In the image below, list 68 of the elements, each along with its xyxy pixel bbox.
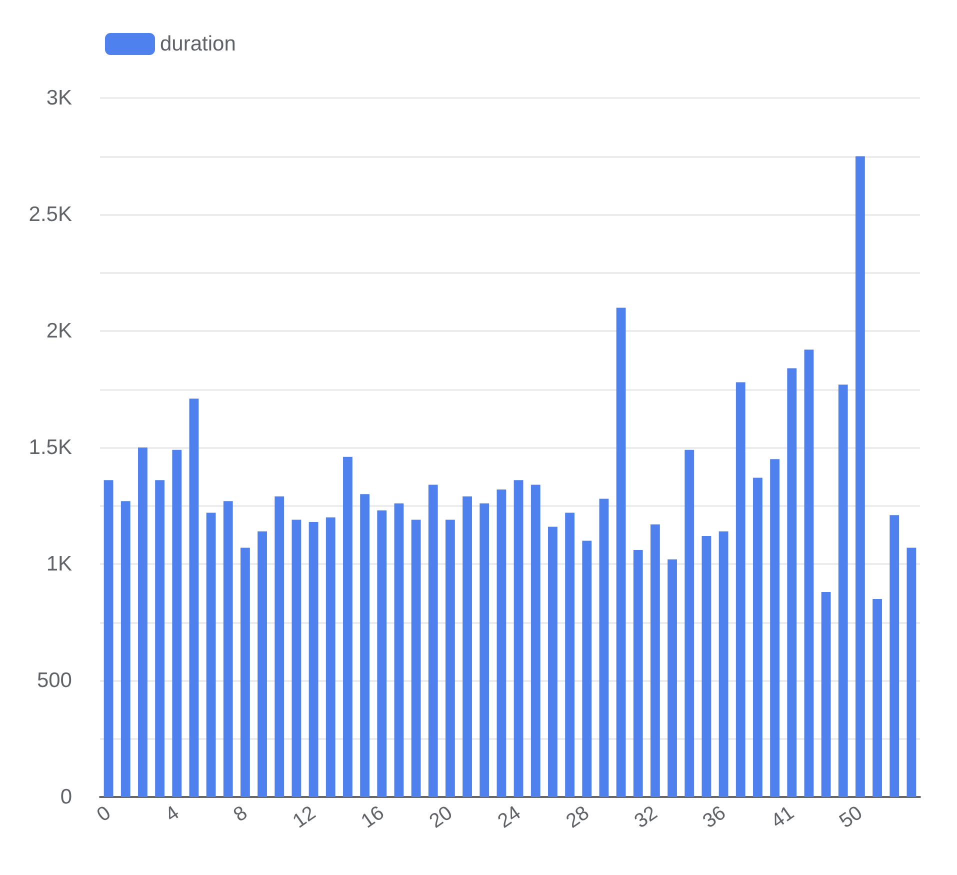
bar [462,496,472,797]
legend-label: duration [160,32,236,56]
y-tick-label: 3K [46,86,72,110]
bar [650,524,660,797]
bar [240,548,250,797]
y-tick-label: 1K [46,552,72,576]
x-tick-label: 0 [93,802,115,826]
bar [104,480,114,797]
bar [120,501,130,797]
bar [360,494,370,797]
x-tick-label: 28 [562,802,594,833]
bar [428,484,438,797]
bar [718,531,728,797]
bar [223,501,233,797]
bar [394,503,404,797]
bar [736,382,746,797]
bar [326,517,336,797]
bar [411,520,421,797]
x-tick-label: 36 [699,802,730,833]
x-tick-label: 32 [630,802,662,833]
y-tick-label: 500 [36,669,72,692]
bar [258,531,267,797]
y-tick-label: 2.5K [28,203,72,226]
bar [599,498,609,797]
x-tick-label: 41 [767,802,798,833]
bar [787,368,797,797]
bar [548,526,558,797]
bar [155,480,164,797]
bar [274,496,284,797]
y-tick-label: 0 [60,786,72,808]
bar [343,456,352,797]
bar [496,489,506,797]
bar [890,515,900,797]
bar [633,550,643,797]
bar [856,156,865,797]
bar [206,512,216,797]
x-tick-label: 8 [230,802,252,826]
x-tick-label: 12 [289,802,320,833]
bar [804,350,814,797]
bar [172,450,182,797]
bar [446,520,455,797]
bar [753,478,762,797]
bar [668,559,677,797]
x-tick-label: 20 [426,802,457,833]
bar [770,459,780,797]
bar [684,450,694,797]
x-tick-label: 24 [494,802,525,833]
bar [377,510,387,797]
bar [292,520,302,797]
x-tick-label: 4 [161,802,184,826]
bar [138,448,148,797]
bar [616,308,626,797]
bar [480,503,490,797]
x-tick-label: 50 [836,802,867,833]
bar [906,548,916,797]
x-tick-label: 16 [357,802,388,833]
bar [514,480,524,797]
bar [565,512,574,797]
bar [838,384,848,797]
y-tick-label: 2K [46,320,72,342]
bar [702,536,712,797]
y-tick-label: 1.5K [28,436,72,459]
bar [189,398,199,797]
bar [530,484,540,797]
bar [821,592,831,797]
bar [308,522,318,797]
bar [872,598,882,797]
bar [582,540,592,797]
